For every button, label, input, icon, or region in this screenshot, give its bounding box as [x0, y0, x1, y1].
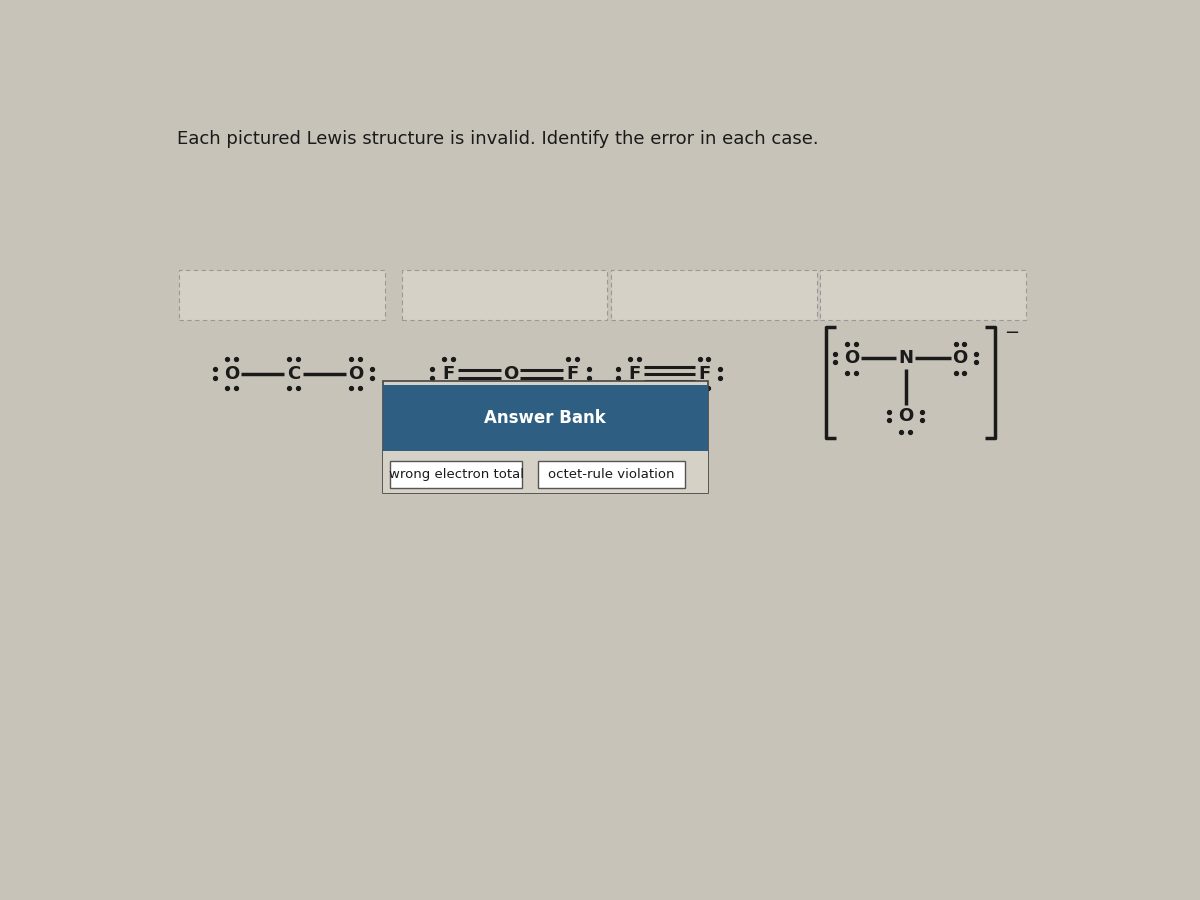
- Text: F: F: [443, 364, 455, 382]
- Text: octet-rule violation: octet-rule violation: [548, 468, 674, 481]
- Text: O: O: [898, 407, 913, 425]
- Text: N: N: [898, 349, 913, 367]
- Text: F: F: [698, 364, 710, 382]
- FancyBboxPatch shape: [538, 461, 685, 488]
- Text: Each pictured Lewis structure is invalid. Identify the error in each case.: Each pictured Lewis structure is invalid…: [178, 130, 818, 148]
- FancyBboxPatch shape: [390, 461, 522, 488]
- Text: −: −: [1004, 324, 1019, 342]
- FancyBboxPatch shape: [180, 270, 385, 320]
- Text: O: O: [223, 364, 239, 382]
- FancyBboxPatch shape: [821, 270, 1026, 320]
- Text: F: F: [629, 364, 641, 382]
- Text: wrong electron total: wrong electron total: [389, 468, 523, 481]
- FancyBboxPatch shape: [611, 270, 816, 320]
- FancyBboxPatch shape: [383, 382, 708, 493]
- Text: O: O: [503, 364, 518, 382]
- Text: C: C: [287, 364, 300, 382]
- FancyBboxPatch shape: [383, 385, 708, 451]
- Text: Answer Bank: Answer Bank: [485, 409, 606, 427]
- FancyBboxPatch shape: [402, 270, 607, 320]
- Text: O: O: [348, 364, 364, 382]
- Text: O: O: [844, 349, 859, 367]
- Text: F: F: [566, 364, 578, 382]
- Text: O: O: [953, 349, 967, 367]
- FancyBboxPatch shape: [383, 451, 708, 493]
